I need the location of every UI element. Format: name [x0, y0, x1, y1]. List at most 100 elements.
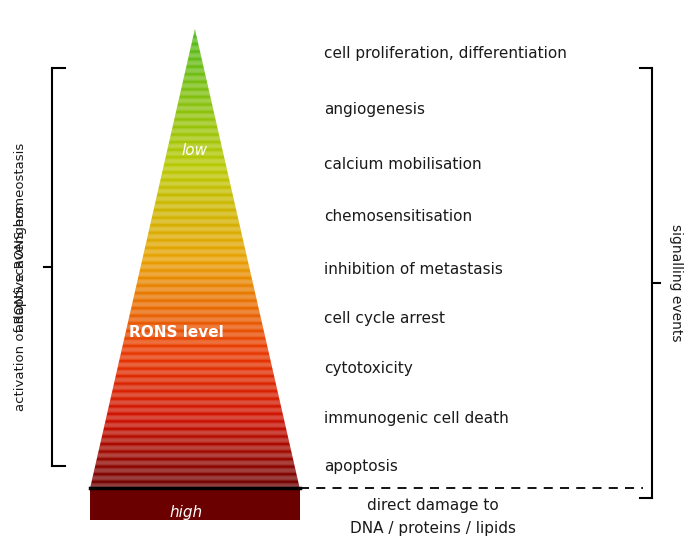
- Polygon shape: [130, 311, 260, 312]
- Polygon shape: [164, 164, 226, 165]
- Polygon shape: [129, 314, 260, 315]
- Polygon shape: [167, 149, 223, 150]
- Polygon shape: [120, 355, 270, 356]
- Polygon shape: [92, 476, 297, 477]
- Polygon shape: [183, 80, 207, 81]
- Polygon shape: [149, 226, 240, 228]
- Polygon shape: [153, 213, 237, 214]
- Polygon shape: [159, 186, 231, 187]
- Polygon shape: [131, 309, 259, 310]
- Polygon shape: [112, 391, 277, 392]
- Polygon shape: [192, 43, 198, 44]
- Polygon shape: [185, 72, 205, 73]
- Polygon shape: [149, 231, 241, 232]
- Polygon shape: [110, 402, 280, 403]
- Polygon shape: [138, 277, 251, 278]
- Text: high: high: [169, 504, 203, 519]
- Polygon shape: [114, 384, 276, 385]
- Polygon shape: [145, 247, 245, 248]
- Polygon shape: [168, 148, 222, 149]
- Polygon shape: [156, 196, 234, 198]
- Polygon shape: [146, 241, 244, 243]
- Polygon shape: [189, 54, 201, 56]
- Polygon shape: [143, 255, 247, 256]
- Polygon shape: [145, 249, 245, 250]
- Polygon shape: [178, 100, 212, 102]
- Polygon shape: [99, 447, 290, 448]
- Polygon shape: [188, 57, 201, 58]
- Polygon shape: [150, 224, 240, 225]
- Polygon shape: [186, 68, 204, 69]
- Polygon shape: [150, 225, 240, 226]
- Polygon shape: [169, 144, 221, 145]
- Polygon shape: [138, 275, 251, 276]
- Polygon shape: [114, 381, 275, 382]
- Polygon shape: [97, 457, 292, 458]
- Polygon shape: [172, 128, 218, 129]
- Polygon shape: [93, 474, 297, 475]
- Text: inhibition of metastasis: inhibition of metastasis: [324, 262, 503, 277]
- Text: calcium mobilisation: calcium mobilisation: [324, 157, 482, 172]
- Polygon shape: [161, 178, 229, 179]
- Polygon shape: [98, 452, 292, 453]
- Polygon shape: [141, 264, 249, 265]
- Polygon shape: [177, 105, 212, 106]
- Polygon shape: [151, 223, 239, 224]
- Polygon shape: [123, 340, 266, 341]
- Polygon shape: [152, 217, 238, 218]
- Polygon shape: [128, 322, 262, 323]
- Polygon shape: [111, 395, 279, 396]
- Polygon shape: [152, 215, 238, 216]
- Polygon shape: [105, 421, 284, 422]
- Polygon shape: [114, 380, 275, 381]
- Polygon shape: [142, 258, 247, 259]
- Text: activation of RONS scavengers: activation of RONS scavengers: [14, 205, 27, 411]
- Polygon shape: [192, 42, 198, 43]
- Polygon shape: [140, 266, 249, 268]
- Polygon shape: [192, 41, 198, 42]
- Polygon shape: [96, 462, 294, 463]
- Polygon shape: [184, 79, 206, 80]
- Polygon shape: [109, 405, 281, 406]
- Polygon shape: [145, 248, 245, 249]
- Polygon shape: [98, 453, 292, 455]
- Polygon shape: [155, 203, 235, 204]
- Polygon shape: [121, 352, 269, 353]
- Polygon shape: [173, 125, 217, 126]
- Polygon shape: [187, 61, 203, 62]
- Polygon shape: [90, 487, 299, 488]
- Polygon shape: [149, 228, 240, 229]
- Polygon shape: [192, 37, 197, 38]
- Polygon shape: [96, 461, 294, 462]
- Polygon shape: [121, 350, 269, 351]
- Polygon shape: [161, 176, 229, 178]
- Polygon shape: [162, 173, 228, 174]
- Polygon shape: [126, 330, 264, 331]
- Polygon shape: [171, 133, 219, 134]
- Polygon shape: [125, 337, 265, 338]
- Polygon shape: [97, 455, 292, 456]
- Polygon shape: [118, 365, 272, 366]
- Polygon shape: [191, 44, 199, 45]
- Polygon shape: [142, 260, 248, 261]
- Polygon shape: [163, 166, 227, 167]
- Text: cytotoxicity: cytotoxicity: [324, 361, 412, 376]
- Text: apoptosis: apoptosis: [324, 459, 398, 474]
- Polygon shape: [135, 292, 255, 293]
- Polygon shape: [117, 369, 273, 370]
- Polygon shape: [190, 46, 199, 47]
- Polygon shape: [101, 441, 289, 442]
- Polygon shape: [140, 270, 250, 271]
- Polygon shape: [123, 345, 267, 346]
- Polygon shape: [172, 127, 218, 128]
- Polygon shape: [186, 65, 203, 66]
- Polygon shape: [125, 332, 264, 334]
- Polygon shape: [132, 307, 258, 308]
- Polygon shape: [179, 96, 210, 97]
- Polygon shape: [166, 152, 223, 154]
- Polygon shape: [182, 87, 208, 88]
- Polygon shape: [144, 250, 246, 251]
- Polygon shape: [106, 416, 284, 417]
- Polygon shape: [161, 175, 229, 176]
- Polygon shape: [160, 181, 230, 183]
